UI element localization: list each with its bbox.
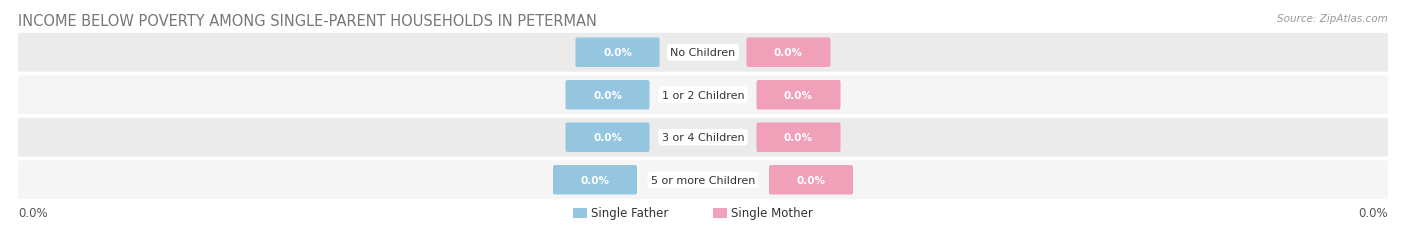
FancyBboxPatch shape [18,34,1388,72]
FancyBboxPatch shape [756,81,841,110]
Text: Source: ZipAtlas.com: Source: ZipAtlas.com [1277,14,1388,24]
Text: 0.0%: 0.0% [1358,207,1388,219]
Text: 0.0%: 0.0% [773,48,803,58]
Text: No Children: No Children [671,48,735,58]
FancyBboxPatch shape [565,123,650,152]
Text: 0.0%: 0.0% [785,90,813,100]
Text: 0.0%: 0.0% [797,175,825,185]
Text: 0.0%: 0.0% [603,48,633,58]
Text: Single Father: Single Father [591,207,668,219]
Text: INCOME BELOW POVERTY AMONG SINGLE-PARENT HOUSEHOLDS IN PETERMAN: INCOME BELOW POVERTY AMONG SINGLE-PARENT… [18,14,598,29]
FancyBboxPatch shape [18,76,1388,115]
FancyBboxPatch shape [18,118,1388,157]
FancyBboxPatch shape [769,165,853,195]
Text: 0.0%: 0.0% [18,207,48,219]
Text: 1 or 2 Children: 1 or 2 Children [662,90,744,100]
Text: 0.0%: 0.0% [593,133,621,143]
FancyBboxPatch shape [574,208,586,218]
FancyBboxPatch shape [747,38,831,68]
Text: Single Mother: Single Mother [731,207,813,219]
Text: 0.0%: 0.0% [581,175,609,185]
Text: 5 or more Children: 5 or more Children [651,175,755,185]
Text: 0.0%: 0.0% [593,90,621,100]
FancyBboxPatch shape [553,165,637,195]
FancyBboxPatch shape [565,81,650,110]
FancyBboxPatch shape [18,161,1388,199]
Text: 0.0%: 0.0% [785,133,813,143]
FancyBboxPatch shape [575,38,659,68]
Text: 3 or 4 Children: 3 or 4 Children [662,133,744,143]
FancyBboxPatch shape [756,123,841,152]
FancyBboxPatch shape [713,208,727,218]
